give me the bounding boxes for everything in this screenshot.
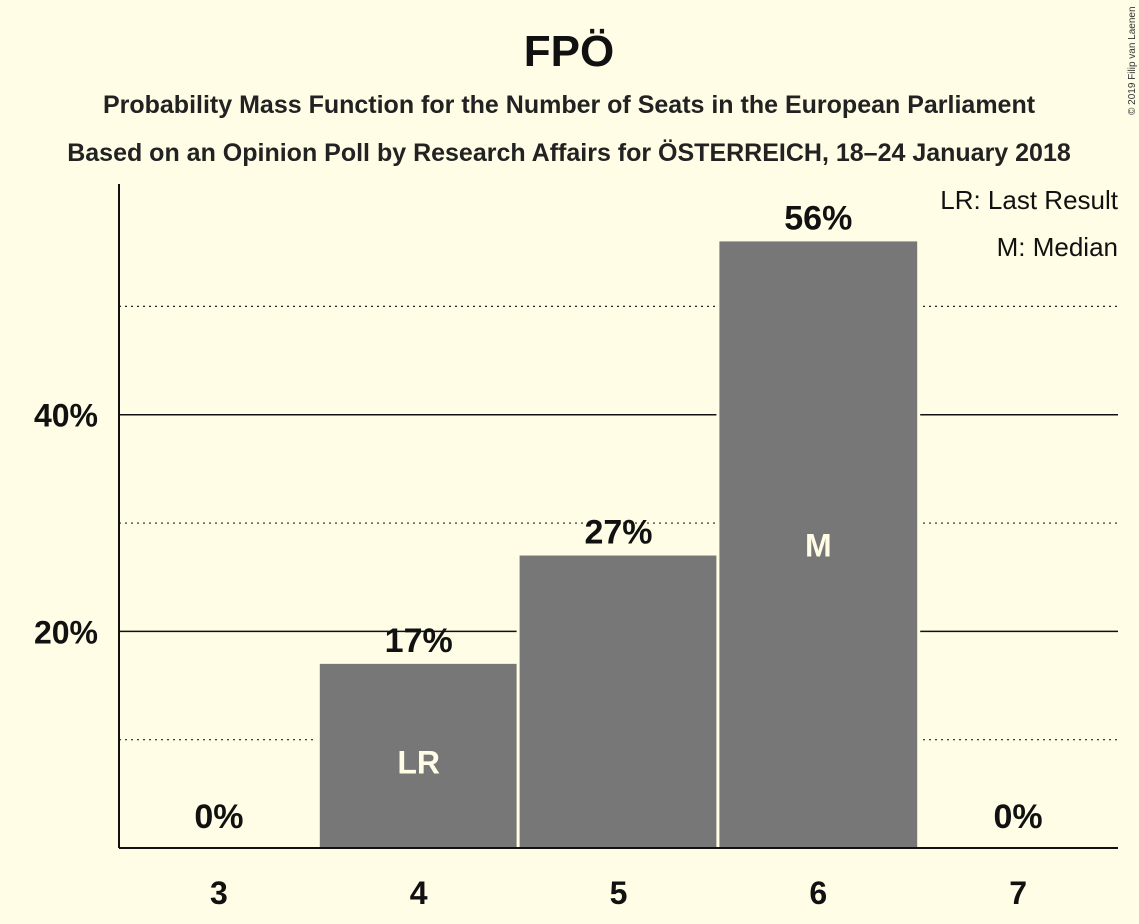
x-tick-label-6: 6: [809, 875, 827, 911]
value-label-4: 17%: [385, 622, 453, 660]
value-label-7: 0%: [994, 798, 1043, 836]
chart-title: FPÖ: [524, 27, 614, 76]
legend-median: M: Median: [997, 232, 1118, 262]
axes: 20% 40%: [34, 184, 1118, 849]
chart-subtitle-line-2: Based on an Opinion Poll by Research Aff…: [67, 138, 1071, 167]
x-tick-label-5: 5: [610, 875, 628, 911]
inner-label-m: M: [805, 528, 832, 564]
copyright-text: © 2019 Filip van Laenen: [1127, 6, 1138, 115]
x-tick-label-7: 7: [1009, 875, 1027, 911]
y-tick-label-40: 40%: [34, 398, 98, 434]
value-label-5: 27%: [584, 514, 652, 552]
x-tick-label-3: 3: [210, 875, 228, 911]
value-label-6: 56%: [784, 199, 852, 237]
bar-6: [719, 241, 918, 849]
bar-4: [319, 663, 518, 848]
data-labels: 0% 3 17% LR 4 27% 5 56% M 6 0% 7: [194, 199, 1042, 911]
x-tick-label-4: 4: [410, 875, 428, 911]
bar-5: [519, 555, 718, 848]
bars: [316, 241, 921, 849]
y-tick-label-20: 20%: [34, 614, 98, 650]
inner-label-lr: LR: [397, 744, 440, 780]
legend-last-result: LR: Last Result: [940, 185, 1119, 215]
value-label-3: 0%: [194, 798, 243, 836]
chart-subtitle-line-1: Probability Mass Function for the Number…: [103, 91, 1036, 119]
